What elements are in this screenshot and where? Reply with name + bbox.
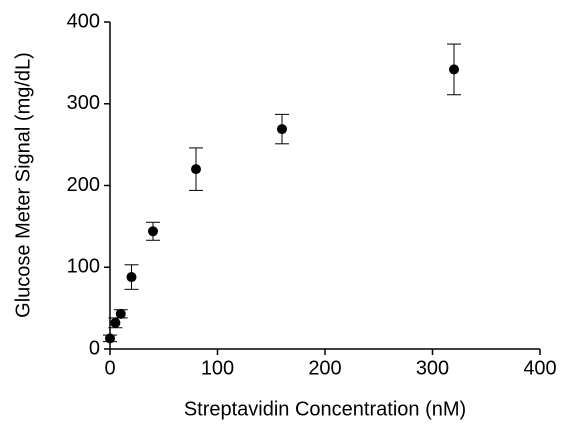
x-tick-label: 100 <box>201 357 234 379</box>
point <box>126 272 137 283</box>
point <box>110 317 121 328</box>
x-tick-label: 400 <box>523 357 556 379</box>
y-tick-label: 400 <box>67 10 100 32</box>
x-tick-label: 300 <box>416 357 449 379</box>
y-tick-label: 100 <box>67 256 100 278</box>
y-tick-label: 0 <box>89 337 100 359</box>
y-tick-label: 300 <box>67 92 100 114</box>
point <box>277 124 287 135</box>
point <box>148 226 158 237</box>
y-tick-label: 200 <box>67 174 100 196</box>
x-tick-label: 200 <box>308 357 341 379</box>
point <box>105 333 115 344</box>
point <box>191 164 201 175</box>
point <box>115 308 126 319</box>
x-tick-label: 0 <box>104 357 115 379</box>
y-axis-label: Glucose Meter Signal (mg/dL) <box>12 52 34 318</box>
x-axis-label: Streptavidin Concentration (nM) <box>184 398 466 420</box>
point <box>449 64 459 75</box>
